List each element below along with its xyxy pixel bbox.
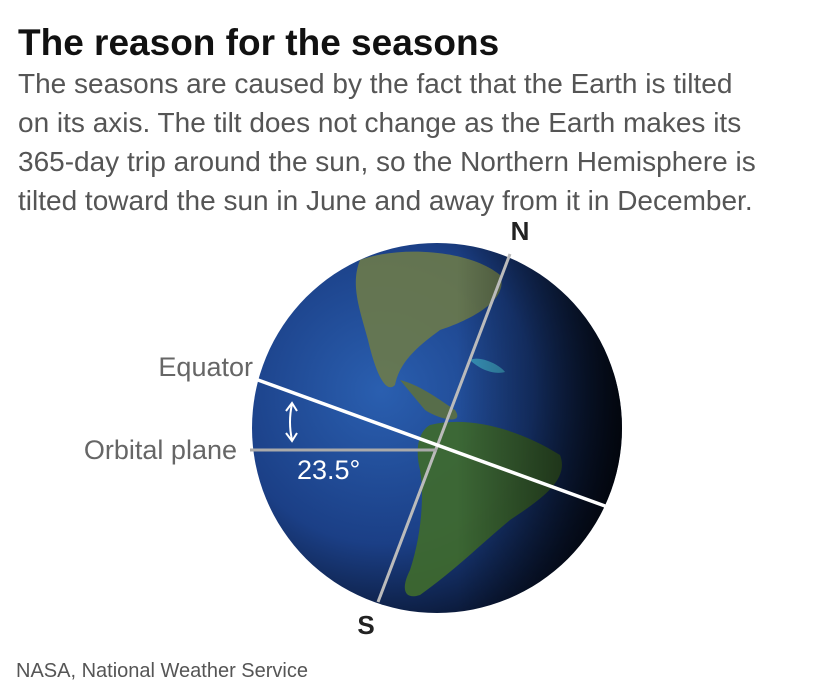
orbital-plane-label: Orbital plane [84,435,237,465]
source: NASA, National Weather Service [16,660,308,682]
equator-line [257,378,606,508]
description-line: The seasons are caused by the fact that … [18,68,732,99]
title: The reason for the seasons [18,22,499,63]
equator-label: Equator [158,352,253,382]
tilt-label: 23.5° [297,455,360,485]
globe [252,243,622,613]
axis-line [376,253,512,603]
description-line: 365-day trip around the sun, so the Nort… [18,146,756,177]
description-line: tilted toward the sun in June and away f… [18,185,753,216]
tilt-arrow [285,401,298,443]
description-line: on its axis. The tilt does not change as… [18,107,741,138]
south-label: S [357,610,374,640]
description: The seasons are caused by the fact that … [18,68,756,216]
north-label: N [511,216,530,246]
